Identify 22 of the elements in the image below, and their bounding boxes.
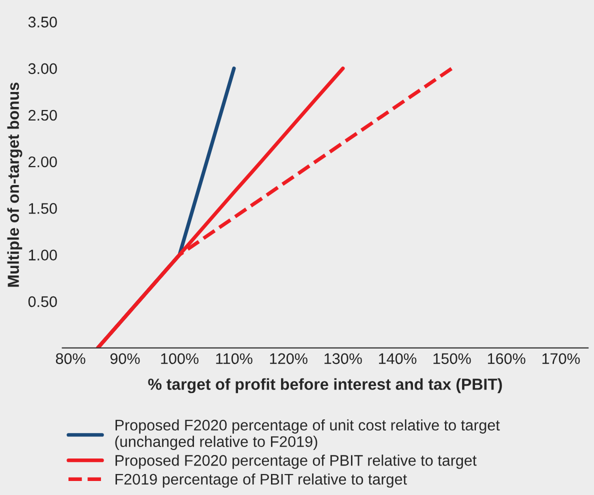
y-tick-label: 3.00 <box>28 63 57 74</box>
y-tick-label: 0.50 <box>28 296 57 308</box>
x-tick-label: 130% <box>324 353 362 364</box>
legend-label: Proposed F2020 percentage of unit cost relative to target (unchanged relative to F2019) <box>115 419 500 450</box>
x-tick-label: 160% <box>488 353 526 364</box>
y-tick-label: 1.50 <box>28 203 57 214</box>
y-tick-label: 1.00 <box>28 250 57 260</box>
x-tick-label: 150% <box>434 353 471 364</box>
x-tick-label: 90% <box>110 353 140 364</box>
x-tick-label: 120% <box>270 353 308 364</box>
x-tick-label: 100% <box>161 353 198 364</box>
x-axis-title: % target of profit before interest and tax (PBIT) <box>148 378 502 394</box>
x-tick-label: 80% <box>56 353 86 364</box>
legend-label: F2019 percentage of PBIT relative to target <box>116 473 407 488</box>
x-tick-label: 140% <box>379 353 416 364</box>
y-tick-label: 2.00 <box>28 156 57 168</box>
y-tick-label: 3.50 <box>28 16 57 28</box>
x-tick-label: 110% <box>216 353 252 364</box>
y-axis-title: Multiple of on-target bonus <box>7 82 22 287</box>
y-tick-label: 2.50 <box>28 110 57 121</box>
legend-label: Proposed F2020 percentage of PBIT relative to target <box>116 454 477 469</box>
x-tick-label: 170% <box>542 353 580 364</box>
